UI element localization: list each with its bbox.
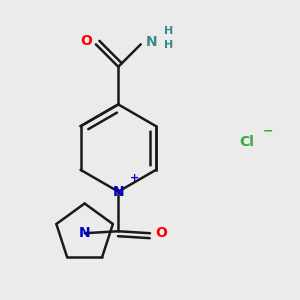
Text: N: N	[112, 184, 124, 199]
Text: H: H	[164, 26, 174, 37]
Text: −: −	[263, 124, 273, 137]
Text: Cl: Cl	[240, 135, 254, 149]
Text: O: O	[155, 226, 167, 240]
Text: O: O	[80, 34, 92, 48]
Text: N: N	[146, 35, 158, 50]
Text: N: N	[79, 226, 90, 240]
Text: H: H	[164, 40, 174, 50]
Text: +: +	[130, 173, 140, 183]
